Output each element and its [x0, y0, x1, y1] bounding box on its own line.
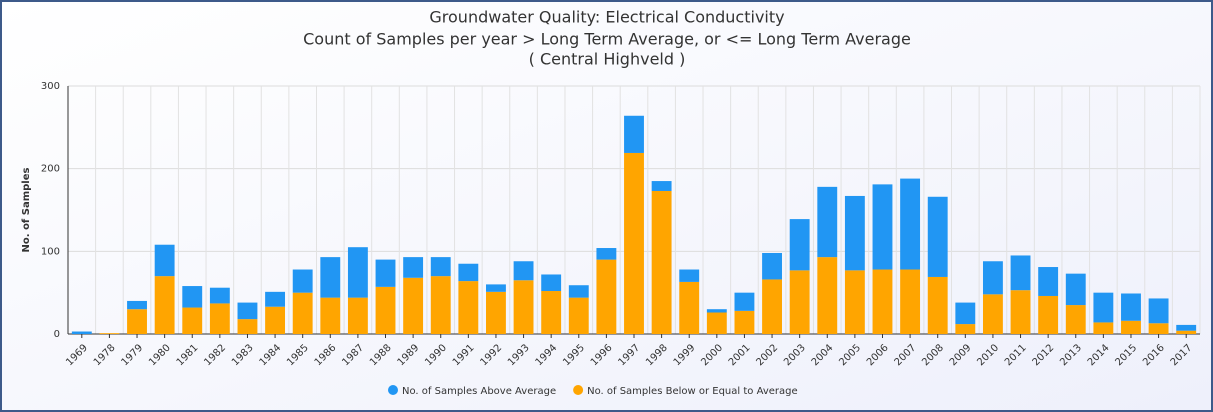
bar-segment [1148, 298, 1169, 324]
bar-segment [651, 181, 672, 191]
bar-segment [513, 280, 534, 334]
bar-segment [403, 257, 424, 278]
bar-segment [209, 287, 230, 304]
bar-segment [1065, 305, 1086, 334]
bar-segment [209, 303, 230, 334]
bar-segment [927, 276, 948, 334]
bar-segment [320, 257, 341, 298]
bar-segment [1176, 330, 1197, 334]
bar-segment [1065, 273, 1086, 306]
bar-segment [182, 286, 203, 308]
bar-segment [789, 219, 810, 271]
bar-segment [71, 331, 92, 334]
title-line: Groundwater Quality: Electrical Conducti… [429, 8, 784, 27]
bar-segment [292, 292, 313, 334]
bar-segment [127, 309, 147, 334]
bar-segment [706, 312, 727, 334]
bar-segment [541, 274, 562, 292]
y-axis-label: No. of Samples [21, 168, 32, 253]
bar-segment [1093, 322, 1114, 334]
bar-segment [237, 319, 258, 334]
bar-segment [403, 277, 424, 334]
bar-segment [541, 291, 562, 334]
bar-segment [817, 257, 838, 334]
bar-segment [375, 259, 396, 287]
bar-segment [817, 186, 838, 258]
bar-segment [982, 261, 1003, 295]
bar-segment [679, 281, 700, 334]
title-line: Count of Samples per year > Long Term Av… [303, 30, 911, 49]
bar-segment [706, 309, 727, 313]
bar-segment [182, 307, 203, 334]
bar-segment [99, 333, 120, 334]
bar-segment [1038, 295, 1059, 334]
bar-segment [486, 284, 506, 292]
bar-segment [596, 259, 617, 334]
bar-segment [347, 297, 368, 334]
y-tick-label: 300 [41, 81, 60, 92]
bar-segment [292, 269, 313, 293]
bar-segment [1121, 293, 1141, 321]
bar-segment [154, 276, 175, 334]
bar-segment [679, 269, 700, 282]
bar-segment [347, 247, 368, 298]
bar-segment [513, 261, 534, 281]
bar-segment [844, 195, 865, 271]
bar-segment [568, 285, 589, 298]
bar-segment [927, 196, 948, 277]
bar-segment [596, 248, 617, 260]
bar-segment [320, 297, 341, 334]
bar-segment [955, 302, 976, 325]
y-tick-label: 200 [41, 164, 60, 175]
legend-marker [388, 385, 398, 395]
bar-segment [872, 184, 893, 270]
bar-segment [872, 269, 893, 334]
bar-segment [237, 302, 258, 320]
bar-segment [375, 286, 396, 334]
bar-segment [1176, 324, 1197, 331]
bar-segment [651, 190, 672, 334]
bar-segment [624, 152, 644, 334]
bar-segment [568, 297, 589, 334]
bar-segment [789, 270, 810, 334]
bar-segment [1121, 320, 1141, 334]
y-tick-label: 0 [54, 329, 60, 340]
bar-segment [900, 269, 921, 334]
bar-segment [1148, 323, 1169, 334]
bar-segment [762, 279, 782, 334]
bar-segment [486, 291, 506, 334]
bar-segment [734, 292, 755, 311]
bar-segment [430, 257, 451, 277]
bar-segment [458, 263, 479, 282]
bar-segment [265, 291, 286, 307]
bar-segment [1010, 290, 1031, 334]
bar-segment [982, 294, 1003, 334]
legend-marker [573, 385, 584, 395]
bar-segment [900, 178, 921, 270]
bar-segment [127, 300, 147, 310]
title-line: ( Central Highveld ) [529, 50, 686, 69]
legend-label: No. of Samples Above Average [402, 386, 556, 397]
bar-segment [458, 281, 479, 334]
bar-segment [265, 306, 286, 334]
bar-segment [1093, 292, 1114, 323]
bar-segment [1038, 267, 1059, 296]
bar-segment [154, 244, 175, 277]
bar-segment [1010, 255, 1031, 291]
bar-segment [762, 252, 782, 280]
bar-segment [844, 270, 865, 334]
bar-segment [955, 324, 976, 334]
bar-segment [734, 310, 755, 334]
bar-segment [430, 276, 451, 334]
y-tick-label: 100 [41, 246, 60, 257]
bar-segment [624, 115, 644, 153]
legend-label: No. of Samples Below or Equal to Average [587, 386, 798, 397]
